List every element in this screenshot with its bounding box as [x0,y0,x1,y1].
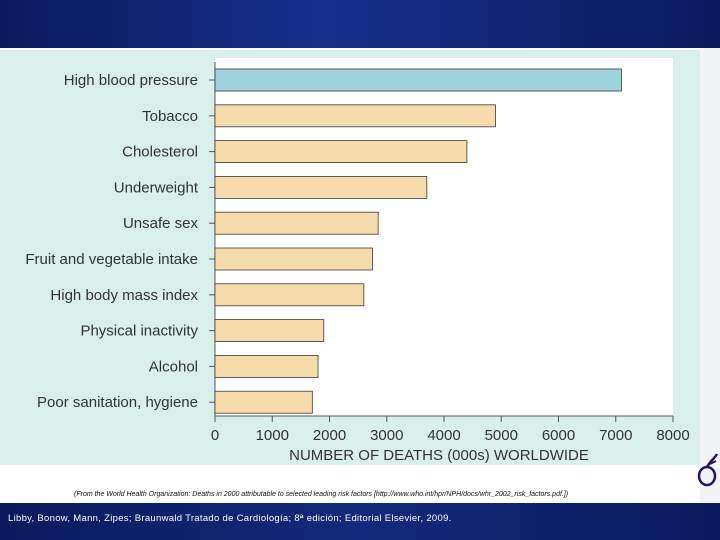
x-tick-label: 0 [211,427,219,444]
x-axis-title: NUMBER OF DEATHS (000s) WORLDWIDE [289,447,589,464]
bar [214,211,379,235]
citation-text: Libby, Bonow, Mann, Zipes; Braunwald Tra… [8,513,452,524]
x-tick-label: 5000 [485,427,518,444]
bar [214,354,319,378]
category-label: Alcohol [149,358,198,375]
category-label: Underweight [114,179,199,196]
bar [214,247,373,271]
bar [214,140,468,163]
x-tick-label: 6000 [542,427,575,444]
x-tick-label: 8000 [656,427,689,444]
x-tick-label: 7000 [599,427,632,444]
bar [214,104,496,128]
bar [214,68,622,92]
x-tick-label: 3000 [370,427,403,444]
header-band [0,0,720,48]
category-label: Cholesterol [122,144,198,161]
bar [214,176,428,199]
category-label: Fruit and vegetable intake [25,251,198,268]
category-label: High body mass index [50,287,198,304]
bar [214,390,313,414]
footer-band [0,503,720,540]
category-label: Poor sanitation, hygiene [37,394,198,411]
category-label: Unsafe sex [123,215,199,232]
right-margin [700,48,720,503]
x-tick-label: 2000 [313,427,346,444]
x-tick-label: 1000 [256,427,289,444]
risk-factor-bar-chart: High blood pressure Tobacco Cholesterol Und… [25,58,690,464]
bar [214,283,365,307]
category-label: Tobacco [142,108,198,125]
publisher-logo-icon [697,453,719,487]
category-label: High blood pressure [64,72,198,89]
source-note: (From the World Health Organization: Dea… [74,491,569,498]
x-tick-label: 4000 [427,427,460,444]
category-label: Physical inactivity [80,323,198,340]
bar [214,319,325,343]
